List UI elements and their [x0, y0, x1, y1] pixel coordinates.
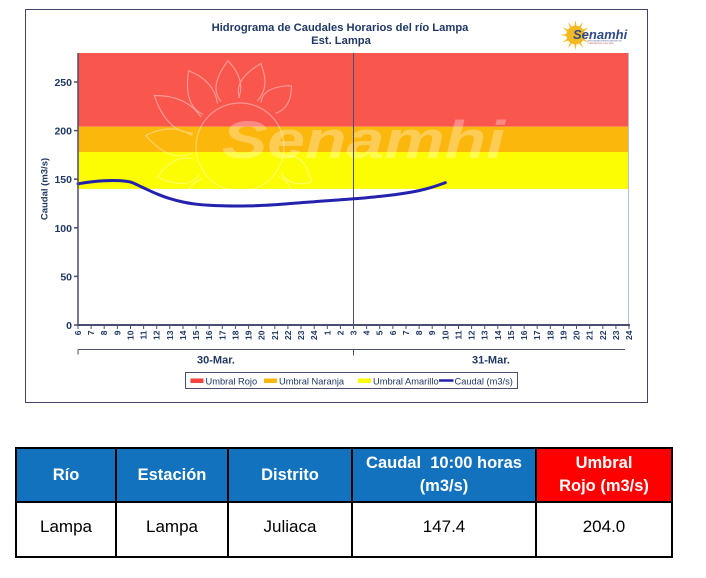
svg-text:8: 8: [414, 330, 424, 335]
svg-text:19: 19: [558, 330, 568, 340]
svg-text:21: 21: [270, 330, 280, 340]
svg-text:6: 6: [73, 330, 83, 335]
svg-text:100: 100: [54, 223, 72, 235]
svg-text:12: 12: [152, 330, 162, 340]
svg-text:SERVICIO NACIONAL DE METEOROLO: SERVICIO NACIONAL DE METEOROLOGIA E HIDR…: [588, 40, 622, 43]
svg-text:10: 10: [126, 330, 136, 340]
svg-text:23: 23: [611, 330, 621, 340]
svg-text:Umbral Amarillo: Umbral Amarillo: [373, 377, 439, 387]
svg-text:0: 0: [66, 320, 72, 332]
svg-text:24: 24: [309, 330, 319, 340]
svg-text:8: 8: [99, 330, 109, 335]
svg-text:13: 13: [165, 330, 175, 340]
svg-text:18: 18: [545, 330, 555, 340]
svg-text:Senamhi: Senamhi: [222, 111, 507, 170]
svg-text:11: 11: [454, 330, 464, 339]
svg-text:24: 24: [624, 330, 634, 340]
svg-text:9: 9: [427, 330, 437, 335]
svg-text:2: 2: [335, 330, 345, 335]
svg-text:Hidrograma de Caudales Horario: Hidrograma de Caudales Horarios del río …: [212, 22, 470, 34]
svg-text:250: 250: [54, 77, 72, 89]
svg-text:17: 17: [217, 330, 227, 340]
svg-text:5: 5: [375, 330, 385, 335]
svg-text:14: 14: [178, 330, 188, 340]
svg-text:15: 15: [506, 330, 516, 340]
svg-text:15: 15: [191, 330, 201, 340]
svg-text:12: 12: [467, 330, 477, 340]
svg-text:Umbral Naranja: Umbral Naranja: [279, 377, 345, 387]
svg-text:COMPROMETIDOS CON EL PERU: COMPROMETIDOS CON EL PERU: [588, 43, 614, 45]
svg-text:Senamhi: Senamhi: [573, 27, 628, 42]
svg-text:20: 20: [257, 330, 267, 340]
svg-text:13: 13: [480, 330, 490, 340]
svg-text:7: 7: [401, 330, 411, 335]
svg-text:10: 10: [440, 330, 450, 340]
svg-text:6: 6: [388, 330, 398, 335]
svg-text:Caudal (m3/s): Caudal (m3/s): [455, 377, 513, 387]
svg-text:14: 14: [493, 330, 503, 340]
svg-text:150: 150: [54, 174, 72, 186]
svg-text:23: 23: [296, 330, 306, 340]
svg-text:9: 9: [112, 330, 122, 335]
svg-text:16: 16: [204, 330, 214, 340]
svg-text:7: 7: [86, 330, 96, 335]
svg-text:Umbral Rojo: Umbral Rojo: [206, 377, 258, 387]
svg-text:22: 22: [598, 330, 608, 340]
svg-text:22: 22: [283, 330, 293, 340]
svg-text:16: 16: [519, 330, 529, 340]
svg-text:Est. Lampa: Est. Lampa: [311, 35, 371, 47]
svg-text:30-Mar.: 30-Mar.: [197, 355, 235, 367]
svg-text:19: 19: [244, 330, 254, 340]
svg-text:4: 4: [362, 330, 372, 335]
svg-text:31-Mar.: 31-Mar.: [472, 355, 510, 367]
svg-text:11: 11: [139, 330, 149, 339]
svg-text:18: 18: [230, 330, 240, 340]
svg-text:21: 21: [585, 330, 595, 340]
svg-text:50: 50: [60, 271, 72, 283]
svg-text:1: 1: [322, 330, 332, 335]
svg-text:20: 20: [572, 330, 582, 340]
svg-text:Caudal (m3/s): Caudal (m3/s): [40, 158, 51, 220]
svg-text:17: 17: [532, 330, 542, 340]
svg-text:200: 200: [54, 126, 72, 138]
svg-text:3: 3: [349, 330, 359, 335]
